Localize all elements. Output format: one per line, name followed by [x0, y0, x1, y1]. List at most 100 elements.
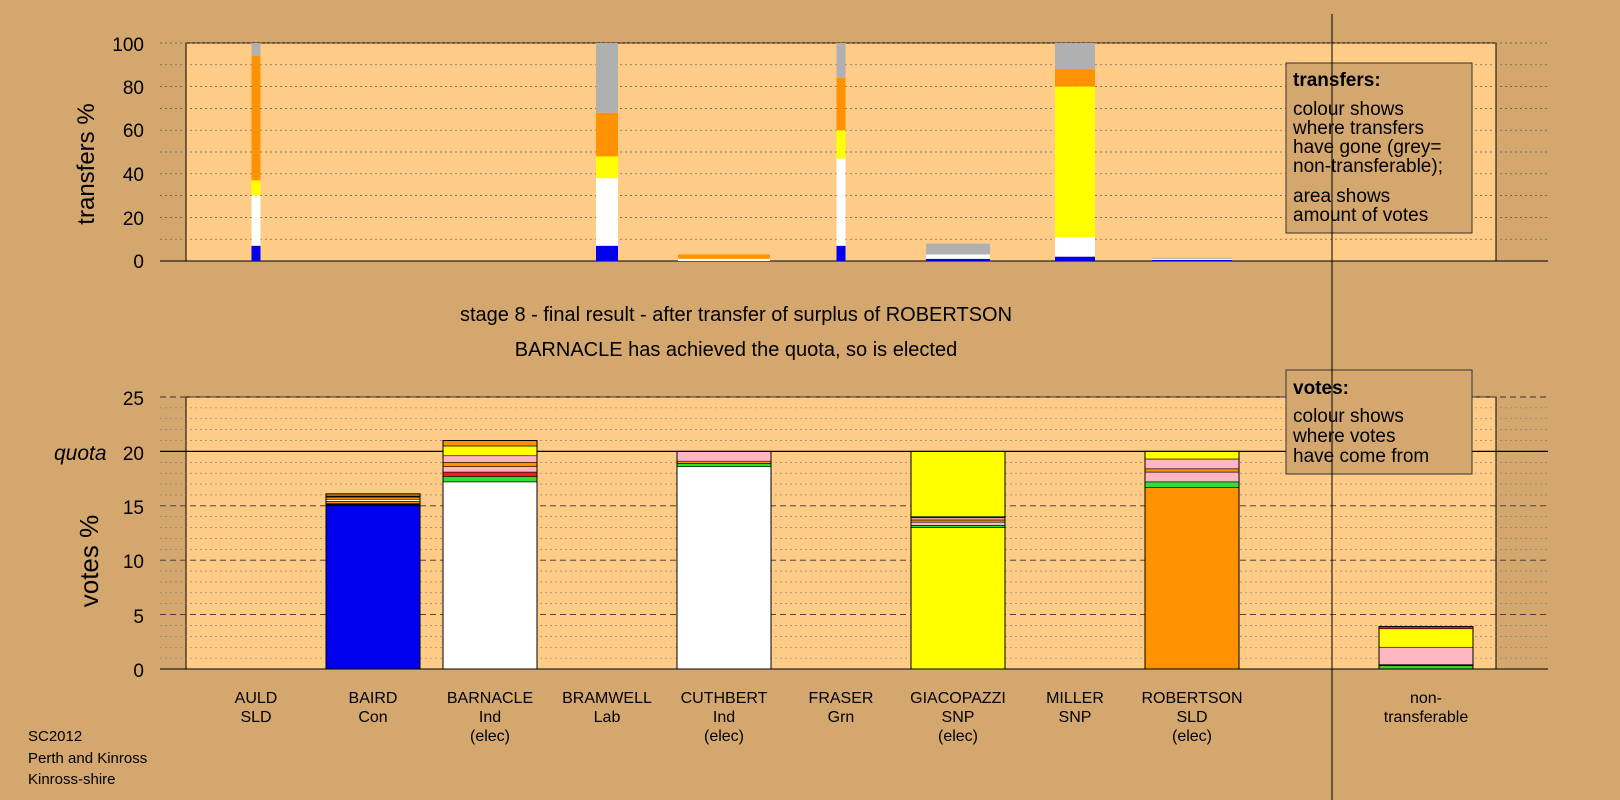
vote-bar-segment	[1144, 487, 1240, 670]
candidate-name: GIACOPAZZI	[910, 690, 1006, 707]
transfer-bar-segment	[836, 43, 846, 78]
candidate-party: SLD	[240, 709, 271, 726]
transfer-bar-segment	[926, 243, 990, 255]
transfer-bar-segment	[926, 254, 990, 259]
vote-bar-segment	[1144, 451, 1240, 460]
vote-bar-segment	[325, 503, 421, 507]
transfer-bar-segment	[251, 195, 261, 246]
vote-bar-segment	[1144, 481, 1240, 488]
transfer-bar-segment	[1152, 257, 1232, 259]
top-ytick-60: 60	[123, 121, 144, 142]
candidate-party: Ind	[479, 709, 501, 726]
transfer-bar-segment	[836, 245, 846, 261]
transfer-bar-segment	[1055, 69, 1095, 87]
transfer-bar-segment	[596, 245, 618, 261]
candidate-party: SNP	[1059, 709, 1092, 726]
top-transfer-bars	[251, 43, 1232, 261]
footer-council: Perth and Kinross	[28, 750, 147, 767]
vote-bar-segment	[676, 466, 772, 670]
candidate-party: Ind	[713, 709, 735, 726]
transfer-bar-segment	[596, 178, 618, 246]
vote-bar-segment	[442, 466, 538, 473]
vote-bar-segment	[442, 471, 538, 477]
transfer-bar-segment	[1152, 258, 1232, 260]
vote-bar-segment	[325, 498, 421, 502]
footer-election: SC2012	[28, 728, 82, 745]
top-ytick-40: 40	[123, 165, 144, 186]
vote-bar-outline	[910, 450, 1006, 670]
vote-bar-outline	[442, 440, 538, 670]
footer-ward: Kinross-shire	[28, 771, 116, 788]
transfers-legend-line: amount of votes	[1293, 205, 1428, 226]
footer: SC2012 Perth and Kinross Kinross-shire	[28, 728, 147, 788]
transfer-bar-segment	[1055, 86, 1095, 238]
bottom-ytick-0: 0	[133, 661, 144, 682]
candidate-party: SNP	[942, 709, 975, 726]
candidate-labels: AULD SLD BAIRD Con BARNACLE Ind (elec) BRAMWELL…	[235, 690, 1469, 745]
candidate-name: FRASER	[809, 690, 874, 707]
vote-bar-segment	[325, 505, 421, 670]
transfer-bar-segment	[596, 112, 618, 157]
top-y-ticks: 0 20 40 60 80 100	[112, 35, 144, 273]
vote-bar-segment	[676, 460, 772, 464]
top-ytick-20: 20	[123, 209, 144, 230]
candidate-status: (elec)	[704, 728, 744, 745]
vote-bar-segment	[910, 521, 1006, 526]
vote-bar-segment	[1144, 458, 1240, 470]
vote-bar-segment	[442, 445, 538, 457]
candidate-name: AULD	[235, 690, 278, 707]
candidate-status: (elec)	[938, 728, 978, 745]
transfers-legend-line: non-transferable);	[1293, 156, 1443, 177]
votes-legend-line: colour shows	[1293, 406, 1404, 427]
vote-bar-outline	[1378, 626, 1474, 670]
quota-label: quota	[54, 442, 107, 465]
candidate-name: MILLER	[1046, 690, 1104, 707]
vote-bar-segment	[676, 451, 772, 462]
candidate-party: Lab	[594, 709, 621, 726]
vote-bar-segment	[442, 455, 538, 463]
transfer-bar-segment	[1055, 43, 1095, 70]
candidate-name: CUTHBERT	[681, 690, 768, 707]
transfer-bar-segment	[251, 56, 261, 181]
transfer-bar-segment	[1055, 237, 1095, 257]
transfer-bar-segment	[1152, 259, 1232, 261]
candidate-name: BRAMWELL	[562, 690, 652, 707]
vote-bar-segment	[676, 463, 772, 467]
vote-bar-segment	[442, 440, 538, 447]
bottom-ytick-5: 5	[133, 607, 144, 628]
vote-bar-segment	[910, 527, 1006, 670]
vote-bar-segment	[325, 496, 421, 500]
candidate-party: SLD	[1176, 709, 1207, 726]
candidate-name: BARNACLE	[447, 690, 533, 707]
transfer-bar-segment	[1055, 256, 1095, 261]
bottom-ytick-20: 20	[123, 444, 144, 465]
bottom-vote-bars	[325, 440, 1474, 670]
top-y-axis-label: transfers %	[73, 103, 100, 224]
vote-bar-segment	[910, 517, 1006, 521]
candidate-status: (elec)	[1172, 728, 1212, 745]
vote-bar-outline	[325, 493, 421, 670]
vote-bar-segment	[1144, 468, 1240, 473]
votes-legend-title: votes:	[1293, 378, 1349, 399]
candidate-name: non-	[1410, 690, 1442, 707]
transfers-legend-line: colour shows	[1293, 99, 1404, 120]
vote-bar-segment	[442, 481, 538, 670]
top-ytick-80: 80	[123, 78, 144, 99]
votes-legend-line: where votes	[1292, 426, 1395, 447]
transfer-bar-segment	[251, 43, 261, 57]
transfers-legend-line: have gone (grey=	[1293, 137, 1441, 158]
transfer-bar-segment	[596, 43, 618, 113]
transfer-bar-segment	[836, 77, 846, 131]
elected-subtitle: BARNACLE has achieved the quota, so is e…	[515, 339, 957, 361]
bottom-y-ticks: 0 5 10 15 20 25	[123, 389, 144, 682]
votes-legend: votes: colour shows where votes have com…	[1285, 369, 1473, 475]
transfers-legend-title: transfers:	[1293, 70, 1381, 91]
candidate-party: Grn	[828, 709, 855, 726]
vote-bar-segment	[910, 451, 1006, 517]
transfers-legend-line: where transfers	[1292, 118, 1424, 139]
candidate-name: BAIRD	[349, 690, 398, 707]
candidate-status: (elec)	[470, 728, 510, 745]
transfer-bar-segment	[836, 130, 846, 159]
candidate-party: Con	[358, 709, 387, 726]
